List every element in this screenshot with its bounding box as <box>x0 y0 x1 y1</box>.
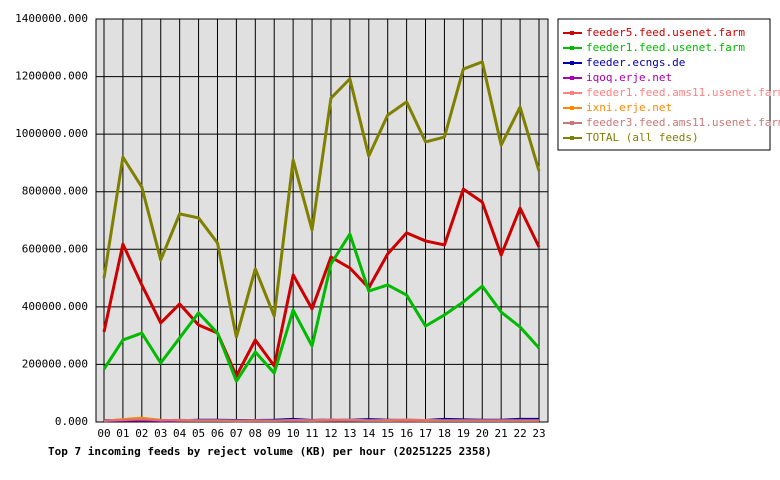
x-tick-label: 17 <box>419 427 432 440</box>
series-line <box>102 60 541 339</box>
legend-label: feeder1.feed.usenet.farm <box>586 41 745 54</box>
legend-label: feeder.ecngs.de <box>586 56 685 69</box>
series-line <box>103 418 539 422</box>
x-tick-label: 00 <box>97 427 110 440</box>
legend-marker <box>570 121 574 125</box>
legend-marker <box>570 91 574 95</box>
y-tick-label: 0.000 <box>55 415 88 428</box>
legend-marker <box>570 46 574 50</box>
x-tick-label: 13 <box>343 427 356 440</box>
x-tick-label: 18 <box>438 427 451 440</box>
legend-label: ixni.erje.net <box>586 101 672 114</box>
legend-label: feeder1.feed.ams11.usenet.farm <box>586 86 780 99</box>
plot-area <box>95 18 549 423</box>
x-tick-label: 12 <box>324 427 337 440</box>
x-tick-label: 10 <box>287 427 300 440</box>
legend-marker <box>570 61 574 65</box>
x-tick-label: 23 <box>532 427 545 440</box>
legend-marker <box>570 31 574 35</box>
y-tick-label: 1200000.000 <box>15 70 88 83</box>
legend-label: TOTAL (all feeds) <box>586 131 699 144</box>
x-tick-label: 20 <box>476 427 489 440</box>
legend-label: feeder5.feed.usenet.farm <box>586 26 745 39</box>
x-tick-label: 04 <box>173 427 187 440</box>
x-tick-label: 08 <box>249 427 262 440</box>
x-tick-label: 21 <box>495 427 508 440</box>
legend-marker <box>570 76 574 80</box>
legend-label: feeder3.feed.ams11.usenet.farm <box>586 116 780 129</box>
series-line <box>102 232 541 383</box>
y-tick-label: 800000.000 <box>22 185 88 198</box>
chart-title: Top 7 incoming feeds by reject volume (K… <box>48 445 492 458</box>
x-tick-label: 16 <box>400 427 413 440</box>
x-tick-label: 06 <box>211 427 224 440</box>
x-tick-label: 01 <box>116 427 129 440</box>
legend-marker <box>570 136 574 140</box>
series-line <box>102 187 541 378</box>
x-tick-label: 02 <box>135 427 148 440</box>
x-tick-label: 15 <box>381 427 394 440</box>
y-tick-label: 600000.000 <box>22 242 88 255</box>
y-tick-label: 400000.000 <box>22 300 88 313</box>
legend-marker <box>570 106 574 110</box>
y-tick-label: 1000000.000 <box>15 127 88 140</box>
y-tick-label: 1400000.000 <box>15 12 88 25</box>
x-tick-label: 05 <box>192 427 205 440</box>
y-tick-label: 200000.000 <box>22 357 88 370</box>
x-tick-label: 11 <box>305 427 318 440</box>
x-tick-label: 09 <box>268 427 281 440</box>
x-tick-label: 03 <box>154 427 167 440</box>
x-tick-label: 19 <box>457 427 470 440</box>
legend-box <box>557 18 771 151</box>
x-tick-label: 07 <box>230 427 243 440</box>
x-tick-label: 22 <box>513 427 526 440</box>
x-tick-label: 14 <box>362 427 376 440</box>
legend-label: iqoq.erje.net <box>586 71 672 84</box>
